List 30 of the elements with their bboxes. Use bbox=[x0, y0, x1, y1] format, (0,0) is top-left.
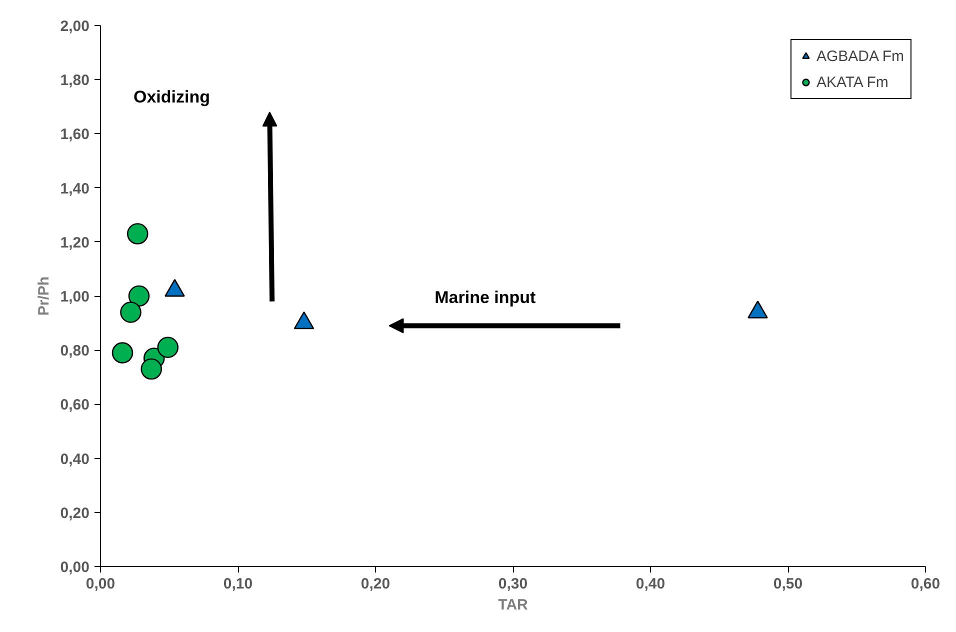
point bbox=[157, 336, 179, 358]
y-tick-label: 1,20 bbox=[60, 234, 90, 252]
y-tick-label: 1,80 bbox=[60, 72, 90, 90]
x-tick-label: 0,40 bbox=[636, 576, 666, 592]
annotation: Oxidizing bbox=[134, 88, 210, 107]
y-tick-label: 0,00 bbox=[60, 559, 90, 576]
legend-label: AKATA Fm bbox=[816, 74, 888, 90]
x-tick-label: 0,60 bbox=[910, 576, 940, 592]
point bbox=[140, 358, 162, 380]
x-tick-label: 0,50 bbox=[773, 576, 803, 592]
y-tick-label: 1,40 bbox=[60, 180, 90, 198]
y-axis-title: Pr/Ph bbox=[35, 276, 52, 316]
legend-label: AGBADA Fm bbox=[816, 48, 904, 64]
y-tick-label: 0,20 bbox=[60, 504, 90, 522]
x-tick-label: 0,30 bbox=[498, 576, 528, 592]
y-tick-label: 0,60 bbox=[60, 396, 90, 414]
point bbox=[120, 302, 142, 323]
y-tick-label: 1,60 bbox=[60, 126, 90, 144]
annotation: Marine input bbox=[434, 288, 536, 307]
point bbox=[128, 285, 150, 307]
x-tick-label: 0,00 bbox=[86, 576, 116, 592]
point bbox=[126, 223, 148, 244]
y-tick-label: 2,00 bbox=[60, 18, 90, 35]
point bbox=[112, 342, 134, 364]
y-tick-label: 0,40 bbox=[60, 450, 90, 468]
x-tick-label: 0,20 bbox=[360, 576, 390, 592]
y-tick-label: 1,00 bbox=[60, 288, 90, 306]
y-tick-label: 0,80 bbox=[60, 342, 90, 360]
x-tick-label: 0,10 bbox=[223, 576, 253, 592]
x-axis-title: TAR bbox=[498, 596, 528, 614]
